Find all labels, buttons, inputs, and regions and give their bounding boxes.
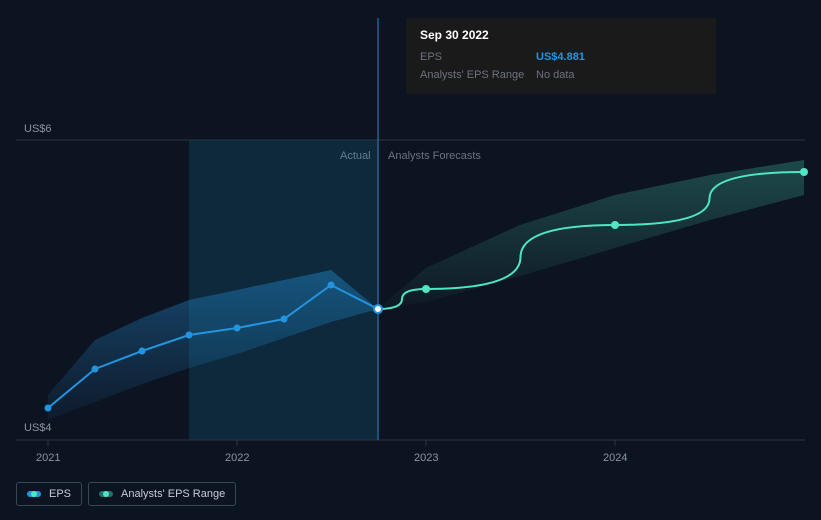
legend-swatch-icon (99, 491, 113, 497)
legend-item-eps[interactable]: EPS (16, 482, 82, 506)
tooltip-label: Analysts' EPS Range (420, 66, 536, 84)
legend-item-range[interactable]: Analysts' EPS Range (88, 482, 236, 506)
x-tick-label: 2023 (414, 452, 438, 464)
tooltip-row-range: Analysts' EPS Range No data (420, 66, 702, 84)
chart-tooltip: Sep 30 2022 EPS US$4.881 Analysts' EPS R… (406, 18, 716, 94)
legend-label: EPS (49, 488, 71, 500)
tooltip-label: EPS (420, 48, 536, 66)
legend: EPS Analysts' EPS Range (16, 482, 236, 506)
legend-label: Analysts' EPS Range (121, 488, 225, 500)
tooltip-date: Sep 30 2022 (420, 28, 702, 42)
legend-swatch-icon (27, 491, 41, 497)
x-tick-label: 2021 (36, 452, 60, 464)
x-tick-label: 2022 (225, 452, 249, 464)
tooltip-value: US$4.881 (536, 48, 585, 66)
tooltip-value: No data (536, 66, 575, 84)
tooltip-row-eps: EPS US$4.881 (420, 48, 702, 66)
x-tick-label: 2024 (603, 452, 627, 464)
